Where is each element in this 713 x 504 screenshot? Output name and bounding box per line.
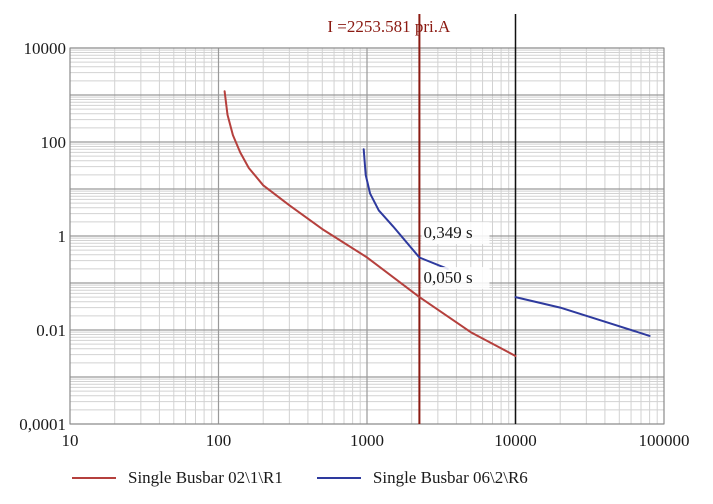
trip-time-label: 0,050 s [423, 268, 472, 287]
x-tick-label: 100000 [639, 431, 690, 450]
annotations: 0,349 s 0,050 s [421, 222, 490, 289]
series-line-red [223, 90, 517, 357]
legend-label-red: Single Busbar 02\1\R1 [128, 468, 283, 487]
annotation-background [421, 222, 490, 245]
series-line-blue [362, 148, 449, 270]
trip-time-label: 0,349 s [423, 223, 472, 242]
legend: Single Busbar 02\1\R1 Single Busbar 06\2… [60, 460, 700, 496]
grid [69, 47, 665, 425]
y-tick-label: 0,0001 [19, 415, 66, 434]
x-tick-label: 10 [62, 431, 79, 450]
legend-item-blue: Single Busbar 06\2\R6 [305, 468, 528, 488]
y-tick-label: 10000 [24, 39, 67, 58]
legend-label-blue: Single Busbar 06\2\R6 [372, 468, 528, 487]
annotation-background [421, 267, 490, 289]
current-marker-label: I =2253.581 pri.A [327, 17, 451, 36]
y-tick-label: 100 [41, 133, 67, 152]
x-tick-label: 100 [206, 431, 232, 450]
chart-plot: I =2253.581 pri.A 10 100 1000 10000 10000010… [19, 14, 690, 450]
y-tick-label: 1 [58, 227, 67, 246]
plot-frame [69, 47, 665, 425]
x-tick-label: 10000 [494, 431, 537, 450]
x-tick-label: 1000 [350, 431, 384, 450]
tick-labels: 10 100 1000 10000 100000 10000 100 1 0.01 0,0001 [19, 39, 689, 450]
legend-swatch-blue [316, 477, 361, 479]
series-lines [223, 90, 651, 357]
legend-swatch-red [72, 477, 116, 479]
y-tick-label: 0.01 [36, 321, 66, 340]
series-line-blue-segment-2 [514, 296, 651, 337]
legend-item-red: Single Busbar 02\1\R1 [60, 468, 283, 488]
vertical-marker-lines: I =2253.581 pri.A [327, 14, 517, 424]
